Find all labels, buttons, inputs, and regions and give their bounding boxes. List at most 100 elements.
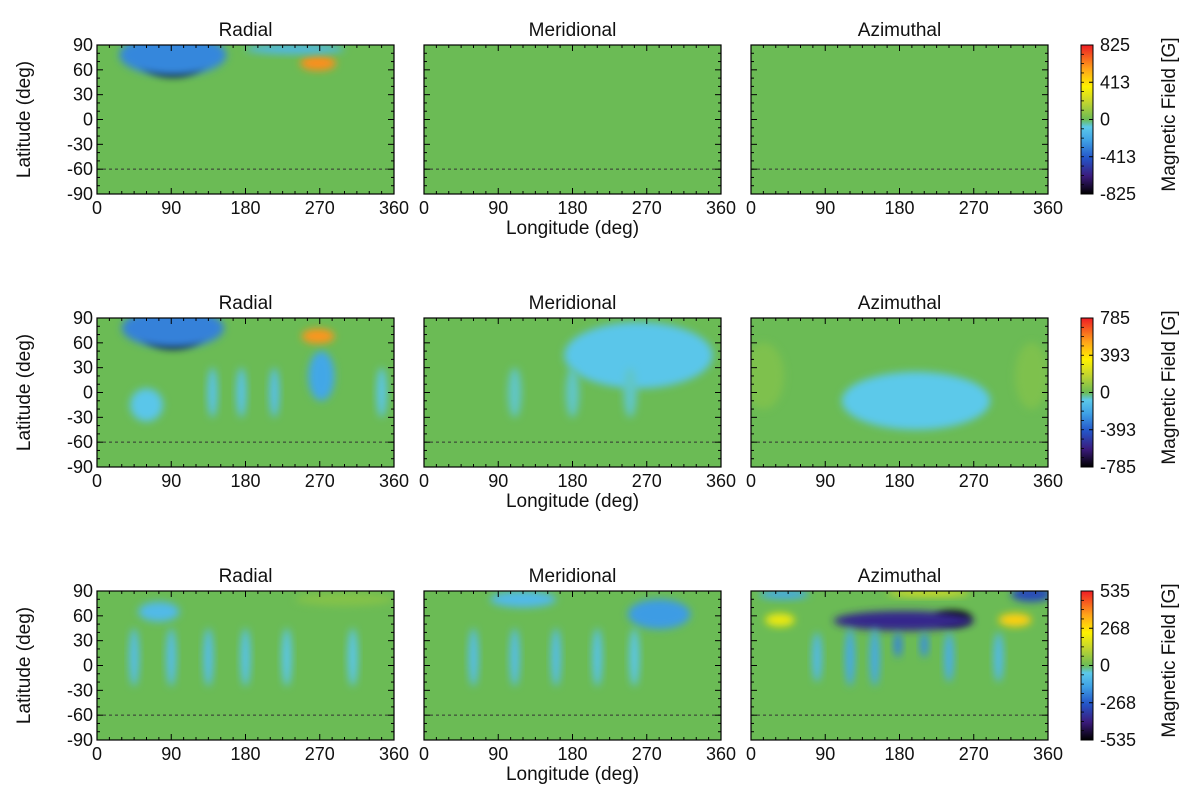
colorbar: 785 393 0 -393 -785 Magnetic Field [G] — [1080, 308, 1180, 477]
x-tick-label: 180 — [884, 471, 914, 491]
x-tick-label: 360 — [1033, 198, 1063, 218]
field-feature-1 — [490, 591, 556, 608]
field-feature-10 — [920, 632, 929, 658]
field-feature-3 — [203, 628, 214, 687]
colorbar-tick-label: -535 — [1100, 730, 1136, 750]
y-tick-label: 60 — [73, 606, 93, 626]
y-axis-title: Latitude (deg) — [14, 334, 35, 451]
x-tick-label: 360 — [706, 471, 736, 491]
heatmap-panel-r2c2: Meridional 0 90 180 270 360 — [419, 293, 736, 491]
y-axis-title: Latitude (deg) — [14, 61, 35, 178]
panel-title: Azimuthal — [858, 293, 941, 314]
x-tick-label: 90 — [161, 471, 181, 491]
y-tick-label: 90 — [73, 308, 93, 328]
colorbar-tick-label: 785 — [1100, 308, 1130, 328]
colorbar-tick-label: -393 — [1100, 420, 1136, 440]
x-tick-label: 180 — [230, 198, 260, 218]
x-tick-label: 270 — [305, 744, 335, 764]
colorbar-tick-label: 825 — [1100, 35, 1130, 55]
x-tick-label: 90 — [815, 744, 835, 764]
panel-title: Azimuthal — [858, 566, 941, 587]
field-feature-4 — [269, 367, 280, 418]
heatmap-background — [751, 45, 1048, 194]
x-tick-label: 0 — [746, 198, 756, 218]
heatmap-panel-r1c2: Meridional 0 90 180 270 360 — [419, 20, 736, 218]
x-tick-label: 180 — [557, 198, 587, 218]
x-tick-label: 0 — [92, 471, 102, 491]
x-tick-label: 180 — [884, 744, 914, 764]
field-feature-1 — [833, 610, 974, 631]
y-tick-label: -90 — [67, 457, 93, 477]
heatmap-panel-r2c3: Azimuthal 0 90 180 270 360 — [746, 293, 1063, 491]
colorbar-tick-label: -825 — [1100, 184, 1136, 204]
x-tick-label: 270 — [305, 198, 335, 218]
field-feature-2 — [299, 55, 337, 71]
colorbar-tick-label: 535 — [1100, 581, 1130, 601]
field-feature-1 — [508, 367, 522, 418]
x-tick-label: 0 — [419, 471, 429, 491]
field-feature-13 — [993, 632, 1004, 683]
field-feature-3 — [509, 628, 520, 687]
field-feature-5 — [236, 367, 247, 418]
heatmap-panel-r2c1: Radial 0 90 180 270 360 90 60 30 0 -30 -60 -90 — [67, 293, 409, 491]
y-tick-label: 30 — [73, 631, 93, 651]
heatmap-panel-r1c1: Radial 0 90 180 270 360 90 60 30 0 -30 -60 -90 — [67, 20, 409, 218]
colorbar-title: Magnetic Field [G] — [1159, 583, 1180, 737]
y-tick-label: 90 — [73, 35, 93, 55]
y-tick-label: -60 — [67, 159, 93, 179]
colorbar-tick-label: 0 — [1100, 110, 1110, 130]
x-tick-label: 270 — [632, 744, 662, 764]
x-tick-label: 0 — [92, 198, 102, 218]
field-feature-9 — [893, 632, 902, 658]
field-feature-2 — [301, 328, 335, 344]
x-axis-title: Longitude (deg) — [506, 491, 639, 512]
x-tick-label: 360 — [379, 744, 409, 764]
panel-title: Meridional — [529, 20, 617, 41]
x-tick-label: 360 — [706, 744, 736, 764]
colorbar-tick-label: 393 — [1100, 345, 1130, 365]
field-feature-4 — [240, 628, 251, 687]
x-tick-label: 0 — [92, 744, 102, 764]
field-feature-6 — [207, 367, 218, 418]
heatmap-features — [508, 322, 713, 418]
field-feature-12 — [812, 632, 822, 683]
field-feature-0 — [564, 322, 713, 389]
axis-labels: Latitude (deg) Longitude (deg) Latitude (d… — [14, 61, 639, 785]
field-feature-6 — [629, 628, 640, 687]
x-tick-label: 90 — [161, 198, 181, 218]
panel-title: Meridional — [529, 293, 617, 314]
y-axis-title: Latitude (deg) — [14, 607, 35, 724]
field-feature-6 — [347, 628, 358, 687]
y-tick-label: -60 — [67, 705, 93, 725]
heatmap-features — [751, 342, 1048, 430]
x-tick-label: 0 — [419, 198, 429, 218]
field-feature-0 — [841, 371, 991, 430]
field-feature-7 — [845, 628, 855, 687]
y-tick-label: 60 — [73, 60, 93, 80]
field-feature-2 — [1015, 342, 1048, 410]
y-tick-label: 30 — [73, 358, 93, 378]
colorbar: 825 413 0 -413 -825 Magnetic Field [G] — [1080, 35, 1180, 204]
x-tick-label: 0 — [419, 744, 429, 764]
field-feature-2 — [166, 628, 177, 687]
colorbar-tick-label: -413 — [1100, 147, 1136, 167]
field-feature-1 — [119, 45, 227, 76]
heatmap-background — [424, 45, 721, 194]
colorbar-tick-label: 268 — [1100, 618, 1130, 638]
x-tick-label: 90 — [815, 198, 835, 218]
colorbar-tick-label: -785 — [1100, 457, 1136, 477]
panel-title: Radial — [219, 293, 273, 314]
x-tick-label: 270 — [959, 198, 989, 218]
heatmap-panel-r3c2: Meridional 0 90 180 270 360 — [419, 566, 736, 764]
y-tick-label: 0 — [83, 110, 93, 130]
field-feature-5 — [281, 628, 292, 687]
y-tick-label: 30 — [73, 85, 93, 105]
field-feature-5 — [592, 628, 603, 687]
x-tick-label: 360 — [379, 471, 409, 491]
colorbar-tick-label: -268 — [1100, 693, 1136, 713]
y-tick-label: 90 — [73, 581, 93, 601]
x-tick-label: 360 — [379, 198, 409, 218]
x-tick-label: 90 — [488, 198, 508, 218]
x-axis-title: Longitude (deg) — [506, 764, 639, 785]
